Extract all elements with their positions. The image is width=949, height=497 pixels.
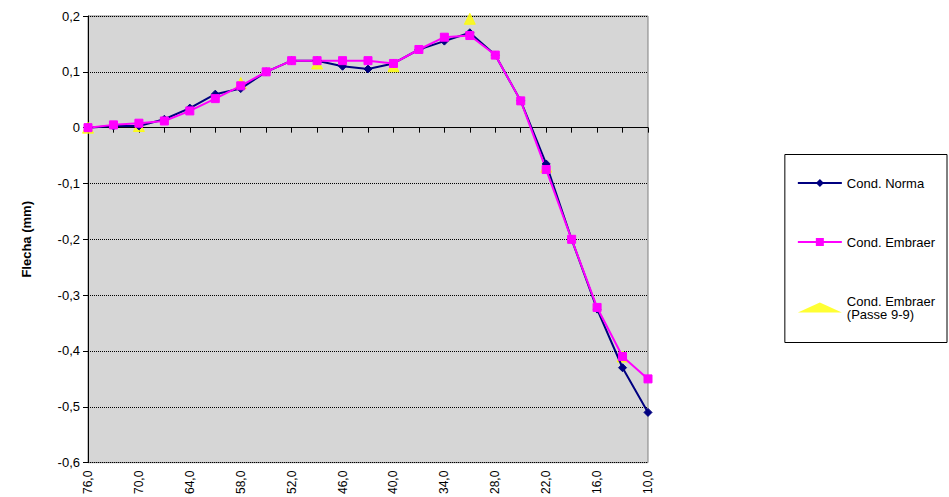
svg-text:64,0: 64,0	[183, 470, 197, 494]
svg-text:-0,3: -0,3	[58, 288, 80, 303]
svg-text:0,1: 0,1	[62, 64, 80, 79]
svg-text:10,0: 10,0	[641, 470, 655, 494]
svg-text:40,0: 40,0	[386, 470, 400, 494]
svg-text:-0,2: -0,2	[58, 232, 80, 247]
svg-text:58,0: 58,0	[234, 470, 248, 494]
svg-text:Cond. Norma: Cond. Norma	[847, 176, 925, 191]
svg-text:0: 0	[73, 120, 80, 135]
svg-text:Cond. Embraer: Cond. Embraer	[846, 293, 935, 309]
svg-text:Cond. Embraer: Cond. Embraer	[847, 235, 936, 250]
svg-text:52,0: 52,0	[285, 470, 299, 494]
svg-text:(Passe 9-9): (Passe 9-9)	[847, 307, 914, 322]
svg-text:Flecha (mm): Flecha (mm)	[19, 201, 34, 278]
svg-text:0,2: 0,2	[62, 9, 80, 24]
svg-text:46,0: 46,0	[336, 470, 350, 494]
svg-text:34,0: 34,0	[437, 470, 451, 494]
svg-text:70,0: 70,0	[132, 470, 146, 494]
svg-text:-0,6: -0,6	[58, 455, 80, 470]
svg-text:-0,4: -0,4	[58, 343, 80, 358]
svg-text:28,0: 28,0	[488, 470, 502, 494]
svg-text:-0,1: -0,1	[58, 176, 80, 191]
svg-text:76,0: 76,0	[81, 470, 95, 494]
svg-text:-0,5: -0,5	[58, 399, 80, 414]
svg-text:16,0: 16,0	[590, 470, 604, 494]
svg-text:22,0: 22,0	[539, 470, 553, 494]
